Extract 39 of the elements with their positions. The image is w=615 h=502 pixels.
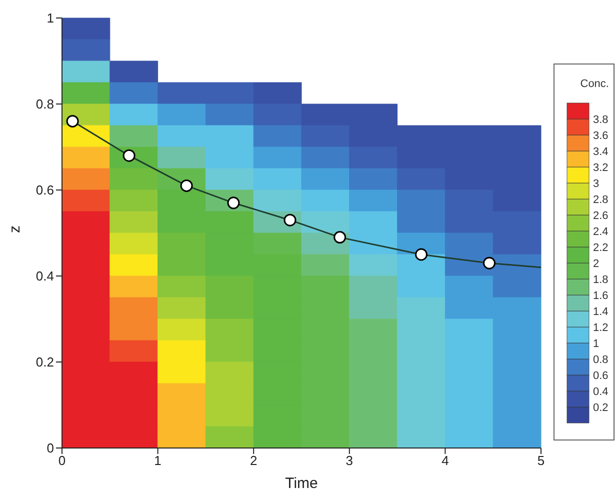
y-tick-label: 0.6 [36, 182, 54, 198]
x-tick-label: 0 [58, 453, 66, 468]
x-tick-label: 4 [442, 453, 449, 468]
color-bar-label: 3.6 [593, 130, 608, 142]
x-tick-label: 1 [154, 453, 162, 468]
color-bar-label: 1.8 [593, 274, 608, 286]
color-bar-label: 2.8 [593, 194, 608, 206]
color-bar-title: Conc. [580, 78, 609, 90]
color-bar-label: 0.6 [593, 370, 608, 382]
color-bar-label: 2.6 [593, 210, 608, 222]
point [66, 114, 79, 128]
x-tick-label: 5 [537, 453, 545, 468]
color-bar-label: 3.4 [593, 146, 608, 158]
color-bar-label: 0.2 [593, 402, 608, 414]
point [284, 214, 296, 226]
color-bar-label: 1.4 [593, 306, 608, 318]
color-bar-label: 1.2 [593, 322, 608, 334]
color-bar-label: 3.8 [593, 114, 608, 126]
color-bar-label: 3.2 [593, 162, 608, 174]
color-bar-label: 1.6 [593, 290, 608, 302]
color-bar-label: 2 [593, 258, 600, 270]
point [415, 248, 428, 261]
x-tick-label: 3 [346, 453, 354, 468]
color-bar-label: 0.8 [593, 354, 608, 366]
x-tick-label: 2 [250, 453, 258, 468]
y-tick-label: 0 [46, 440, 54, 456]
color-bar-label: 2.4 [593, 226, 608, 238]
color-bar-label: 2.2 [593, 242, 608, 254]
y-axis-title: z [6, 226, 24, 233]
x-axis-title: Time [285, 475, 318, 492]
y-tick-label: 1 [46, 10, 54, 26]
color-bar-label: 1 [593, 338, 600, 350]
y-tick-label: 0.8 [36, 96, 54, 112]
point [334, 231, 346, 244]
y-tick-label: 0.2 [36, 354, 54, 370]
color-bar-label: 3 [593, 178, 600, 190]
color-bar-label: 0.4 [593, 386, 608, 398]
y-tick-label: 0.4 [36, 268, 54, 284]
point [483, 256, 496, 270]
